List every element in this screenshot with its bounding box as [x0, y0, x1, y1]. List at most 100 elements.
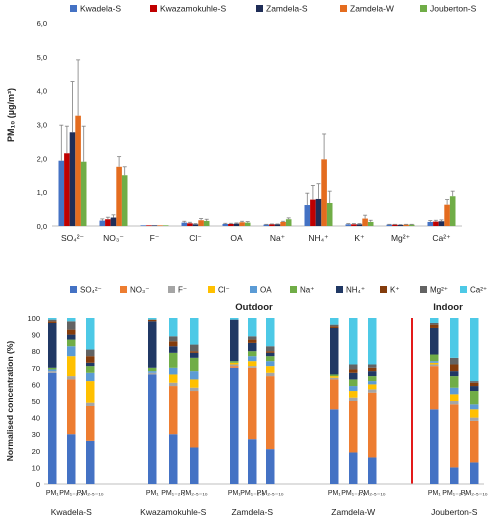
bar-kwazamokuhle-s: [228, 223, 234, 226]
bar-kwadela-s: [222, 223, 229, 226]
stack-segment: [368, 367, 377, 372]
bar-zamdela-s: [315, 198, 322, 226]
legend-label-species: K⁺: [390, 286, 400, 295]
stack-segment: [450, 401, 459, 405]
stack-segment: [230, 319, 239, 362]
stack-segment: [368, 364, 377, 368]
top-y-axis: 0,0 1,0 2,0 3,0 4,0 5,0 6,0: [37, 19, 462, 231]
bar-zamdela-w: [362, 218, 368, 226]
y-tick-label: 70: [32, 364, 40, 373]
bar-zamdela-w: [321, 159, 327, 226]
size-fraction-label: PM₂.₅₋₁₀: [359, 490, 386, 497]
stack-segment: [169, 341, 178, 347]
stack-segment: [368, 389, 377, 393]
bar-zamdela-s: [69, 132, 76, 226]
stack-segment: [67, 318, 76, 322]
bar-kwazamokuhle-s: [105, 219, 111, 226]
legend-swatch-species: [460, 286, 467, 293]
stack-segment: [330, 376, 339, 378]
stack-segment: [430, 362, 439, 365]
stack-segment: [230, 318, 239, 320]
stack-segment: [67, 356, 76, 377]
stack-segment: [349, 379, 358, 387]
site-label: Kwadela-S: [51, 507, 92, 517]
y-tick-label: 0: [36, 480, 40, 489]
size-fraction-label: PM₁: [46, 490, 60, 497]
stack-segment: [349, 369, 358, 373]
stack-segment: [190, 379, 199, 388]
y-tick-label: 2,0: [37, 154, 47, 163]
stack-segment: [230, 362, 239, 365]
legend-label-kwazamokuhle-s: Kwazamokuhle-S: [160, 4, 226, 14]
stack-segment: [248, 356, 257, 362]
stack-segment: [190, 344, 199, 352]
stack-segment: [330, 326, 339, 328]
stack-segment: [430, 366, 439, 410]
stack-segment: [349, 391, 358, 398]
stack-segment: [190, 352, 199, 358]
legend-swatch-jouberton-s: [420, 5, 427, 12]
stack-segment: [148, 372, 157, 375]
legend-label-zamdela-s: Zamdela-S: [266, 4, 308, 14]
top-bars: [58, 59, 456, 226]
site-label: Jouberton-S: [431, 507, 478, 517]
stack-segment: [86, 318, 95, 350]
stack-segment: [450, 467, 459, 484]
stack-segment: [148, 367, 157, 372]
legend-label-species: Cl⁻: [218, 286, 230, 295]
stack-segment: [266, 352, 275, 357]
stack-segment: [190, 357, 199, 372]
y-tick-label: 3,0: [37, 121, 47, 130]
top-legend: Kwadela-S Kwazamokuhle-S Zamdela-S Zamdela-…: [70, 4, 477, 14]
stack-segment: [86, 405, 95, 441]
bar-kwazamokuhle-s: [269, 224, 275, 226]
stack-segment: [248, 367, 257, 440]
size-fraction-label: PM₁: [328, 490, 342, 497]
bar-kwadela-s: [263, 224, 270, 226]
stack-segment: [266, 356, 275, 362]
stack-segment: [230, 364, 239, 367]
stack-segment: [48, 322, 57, 368]
stack-segment: [470, 381, 479, 383]
x-tick-label: Cl⁻: [189, 233, 202, 243]
bar-jouberton-s: [162, 225, 169, 226]
stack-segment: [67, 379, 76, 435]
stack-segment: [470, 420, 479, 463]
legend-swatch-species: [420, 286, 427, 293]
stack-segment: [266, 361, 275, 367]
stack-segment: [470, 318, 479, 382]
stack-segment: [48, 321, 57, 323]
size-fraction-label: PM₁: [228, 490, 242, 497]
stack-segment: [86, 356, 95, 363]
stack-segment: [330, 409, 339, 484]
bar-kwazamokuhle-s: [351, 224, 357, 226]
legend-label-species: F⁻: [178, 286, 187, 295]
stack-segment: [190, 387, 199, 392]
stack-segment: [148, 319, 157, 322]
y-tick-label: 100: [27, 314, 40, 323]
stack-segment: [470, 462, 479, 484]
outdoor-annotation: Outdoor: [235, 302, 273, 313]
stack-segment: [248, 351, 257, 357]
indoor-annotation: Indoor: [433, 302, 463, 313]
size-fraction-label: PM₁₋₂.₅: [161, 490, 185, 497]
bar-zamdela-w: [157, 225, 163, 226]
stack-segment: [450, 371, 459, 377]
bar-kwadela-s: [140, 225, 147, 226]
size-fraction-label: PM₁₋₂.₅: [59, 490, 83, 497]
bar-kwazamokuhle-s: [310, 199, 316, 226]
stack-segment: [230, 361, 239, 363]
legend-label-species: NO₃⁻: [130, 286, 149, 295]
x-tick-label: Na⁺: [270, 233, 286, 243]
site-label: Kwazamokuhle-S: [140, 507, 206, 517]
bar-kwadela-s: [304, 205, 311, 226]
stack-segment: [470, 382, 479, 387]
legend-swatch-species: [336, 286, 343, 293]
size-fraction-label: PM₂.₅₋₁₀: [257, 490, 284, 497]
size-fraction-label: PM₁₋₂.₅: [442, 490, 466, 497]
y-tick-label: 30: [32, 430, 40, 439]
stack-segment: [470, 386, 479, 392]
stack-segment: [86, 381, 95, 403]
